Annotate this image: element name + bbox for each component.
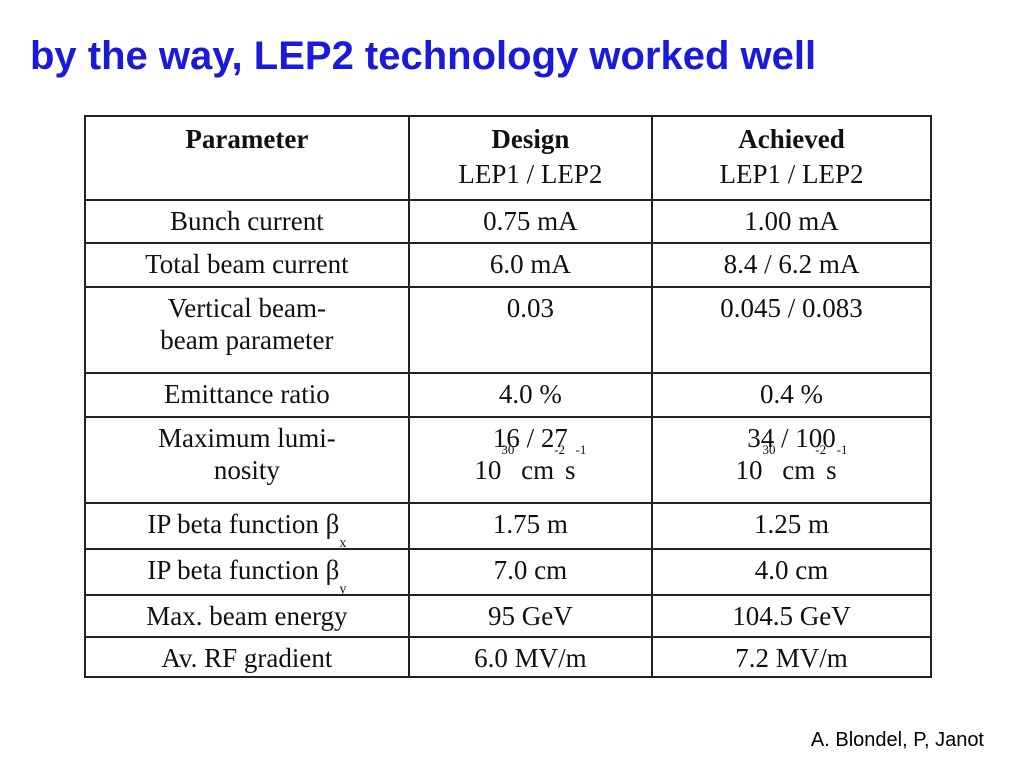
cell-design: 6.0 MV/m [407, 636, 654, 678]
header-parameter: Parameter [84, 115, 410, 201]
slide-title: by the way, LEP2 technology worked well [30, 34, 817, 78]
cell-achieved: 8.4 / 6.2 mA [651, 242, 932, 288]
cell-design: 4.0 % [407, 372, 654, 418]
cell-parameter: Emittance ratio [84, 372, 410, 418]
cell-achieved: 0.045 / 0.083 [651, 286, 932, 374]
cell-achieved: 1.00 mA [651, 199, 932, 244]
unit-s: s [826, 455, 837, 485]
cell-parameter-line1: Maximum lumi- [157, 423, 336, 453]
table-row: Bunch current 0.75 mA 1.00 mA [84, 199, 932, 244]
cell-design: 6.0 mA [407, 242, 654, 288]
cell-achieved: 34 / 100 1030 cm-2s-1 [651, 416, 932, 504]
table-row: IP beta function βy 7.0 cm 4.0 cm [84, 548, 932, 597]
cell-achieved: 7.2 MV/m [651, 636, 932, 678]
unit-s-exp: -1 [836, 442, 848, 457]
unit-s: s [564, 455, 576, 485]
cell-achieved: 104.5 GeV [651, 594, 932, 638]
cell-parameter: Maximum lumi- nosity [84, 416, 410, 504]
cell-achieved: 0.4 % [651, 372, 932, 418]
unit-cm: cm [514, 455, 555, 485]
cell-parameter-subscript: y [339, 582, 347, 597]
header-achieved: Achieved LEP1 / LEP2 [651, 115, 932, 201]
header-design-label: Design [491, 124, 570, 154]
cell-parameter: Bunch current [84, 199, 410, 244]
cell-design: 1.75 m [407, 502, 654, 550]
unit-cm-exp: -2 [815, 442, 827, 457]
cell-parameter-line2: beam parameter [160, 325, 334, 355]
cell-design: 95 GeV [407, 594, 654, 638]
cell-parameter: Vertical beam- beam parameter [84, 286, 410, 374]
header-achieved-label: Achieved [738, 124, 845, 154]
cell-parameter: Total beam current [84, 242, 410, 288]
cell-parameter: Max. beam energy [84, 594, 410, 638]
table-row: IP beta function βx 1.75 m 1.25 m [84, 502, 932, 551]
unit-base: 10 [474, 455, 502, 485]
table-row: Emittance ratio 4.0 % 0.4 % [84, 372, 932, 418]
header-design: Design LEP1 / LEP2 [407, 115, 654, 201]
header-design-sub: LEP1 / LEP2 [458, 159, 603, 189]
unit-cm: cm [775, 455, 816, 485]
table-row: Total beam current 6.0 mA 8.4 / 6.2 mA [84, 242, 932, 288]
table-row: Vertical beam- beam parameter 0.03 0.045… [84, 286, 932, 374]
unit-base: 10 [735, 455, 763, 485]
cell-achieved: 4.0 cm [651, 548, 932, 596]
table-row: Maximum lumi- nosity 16 / 27 1030 cm-2s-… [84, 416, 932, 504]
table-row: Av. RF gradient 6.0 MV/m 7.2 MV/m [84, 636, 932, 678]
cell-design-unit: 1030 cm-2s-1 [414, 443, 647, 486]
unit-cm-exp: -2 [554, 442, 565, 457]
cell-design: 7.0 cm [407, 548, 654, 596]
cell-design: 0.75 mA [407, 199, 654, 244]
cell-achieved: 1.25 m [651, 502, 932, 550]
table-header-row: Parameter Design LEP1 / LEP2 Achieved LE… [84, 115, 932, 201]
cell-design: 0.03 [407, 286, 654, 374]
cell-parameter-subscript: x [339, 536, 347, 551]
header-parameter-label: Parameter [185, 124, 309, 154]
cell-parameter: Av. RF gradient [84, 636, 410, 678]
cell-parameter-text: IP beta function β [147, 555, 340, 585]
lep-parameter-table: Parameter Design LEP1 / LEP2 Achieved LE… [84, 115, 932, 678]
cell-parameter: IP beta function βx [84, 502, 410, 551]
cell-design-value: 16 / 27 [492, 423, 568, 453]
table-row: Max. beam energy 95 GeV 104.5 GeV [84, 594, 932, 638]
unit-exp: 30 [501, 442, 515, 457]
header-achieved-sub: LEP1 / LEP2 [719, 159, 864, 189]
cell-design: 16 / 27 1030 cm-2s-1 [407, 416, 654, 504]
cell-parameter-line2: nosity [213, 455, 280, 485]
cell-parameter-line1: Vertical beam- [167, 293, 326, 323]
unit-exp: 30 [762, 442, 776, 457]
cell-achieved-value: 34 / 100 [747, 423, 836, 453]
credit-text: A. Blondel, P, Janot [810, 729, 984, 751]
cell-parameter: IP beta function βy [84, 548, 410, 597]
cell-parameter-text: IP beta function β [147, 509, 340, 539]
unit-s-exp: -1 [575, 442, 587, 457]
cell-achieved-unit: 1030 cm-2s-1 [657, 443, 926, 486]
